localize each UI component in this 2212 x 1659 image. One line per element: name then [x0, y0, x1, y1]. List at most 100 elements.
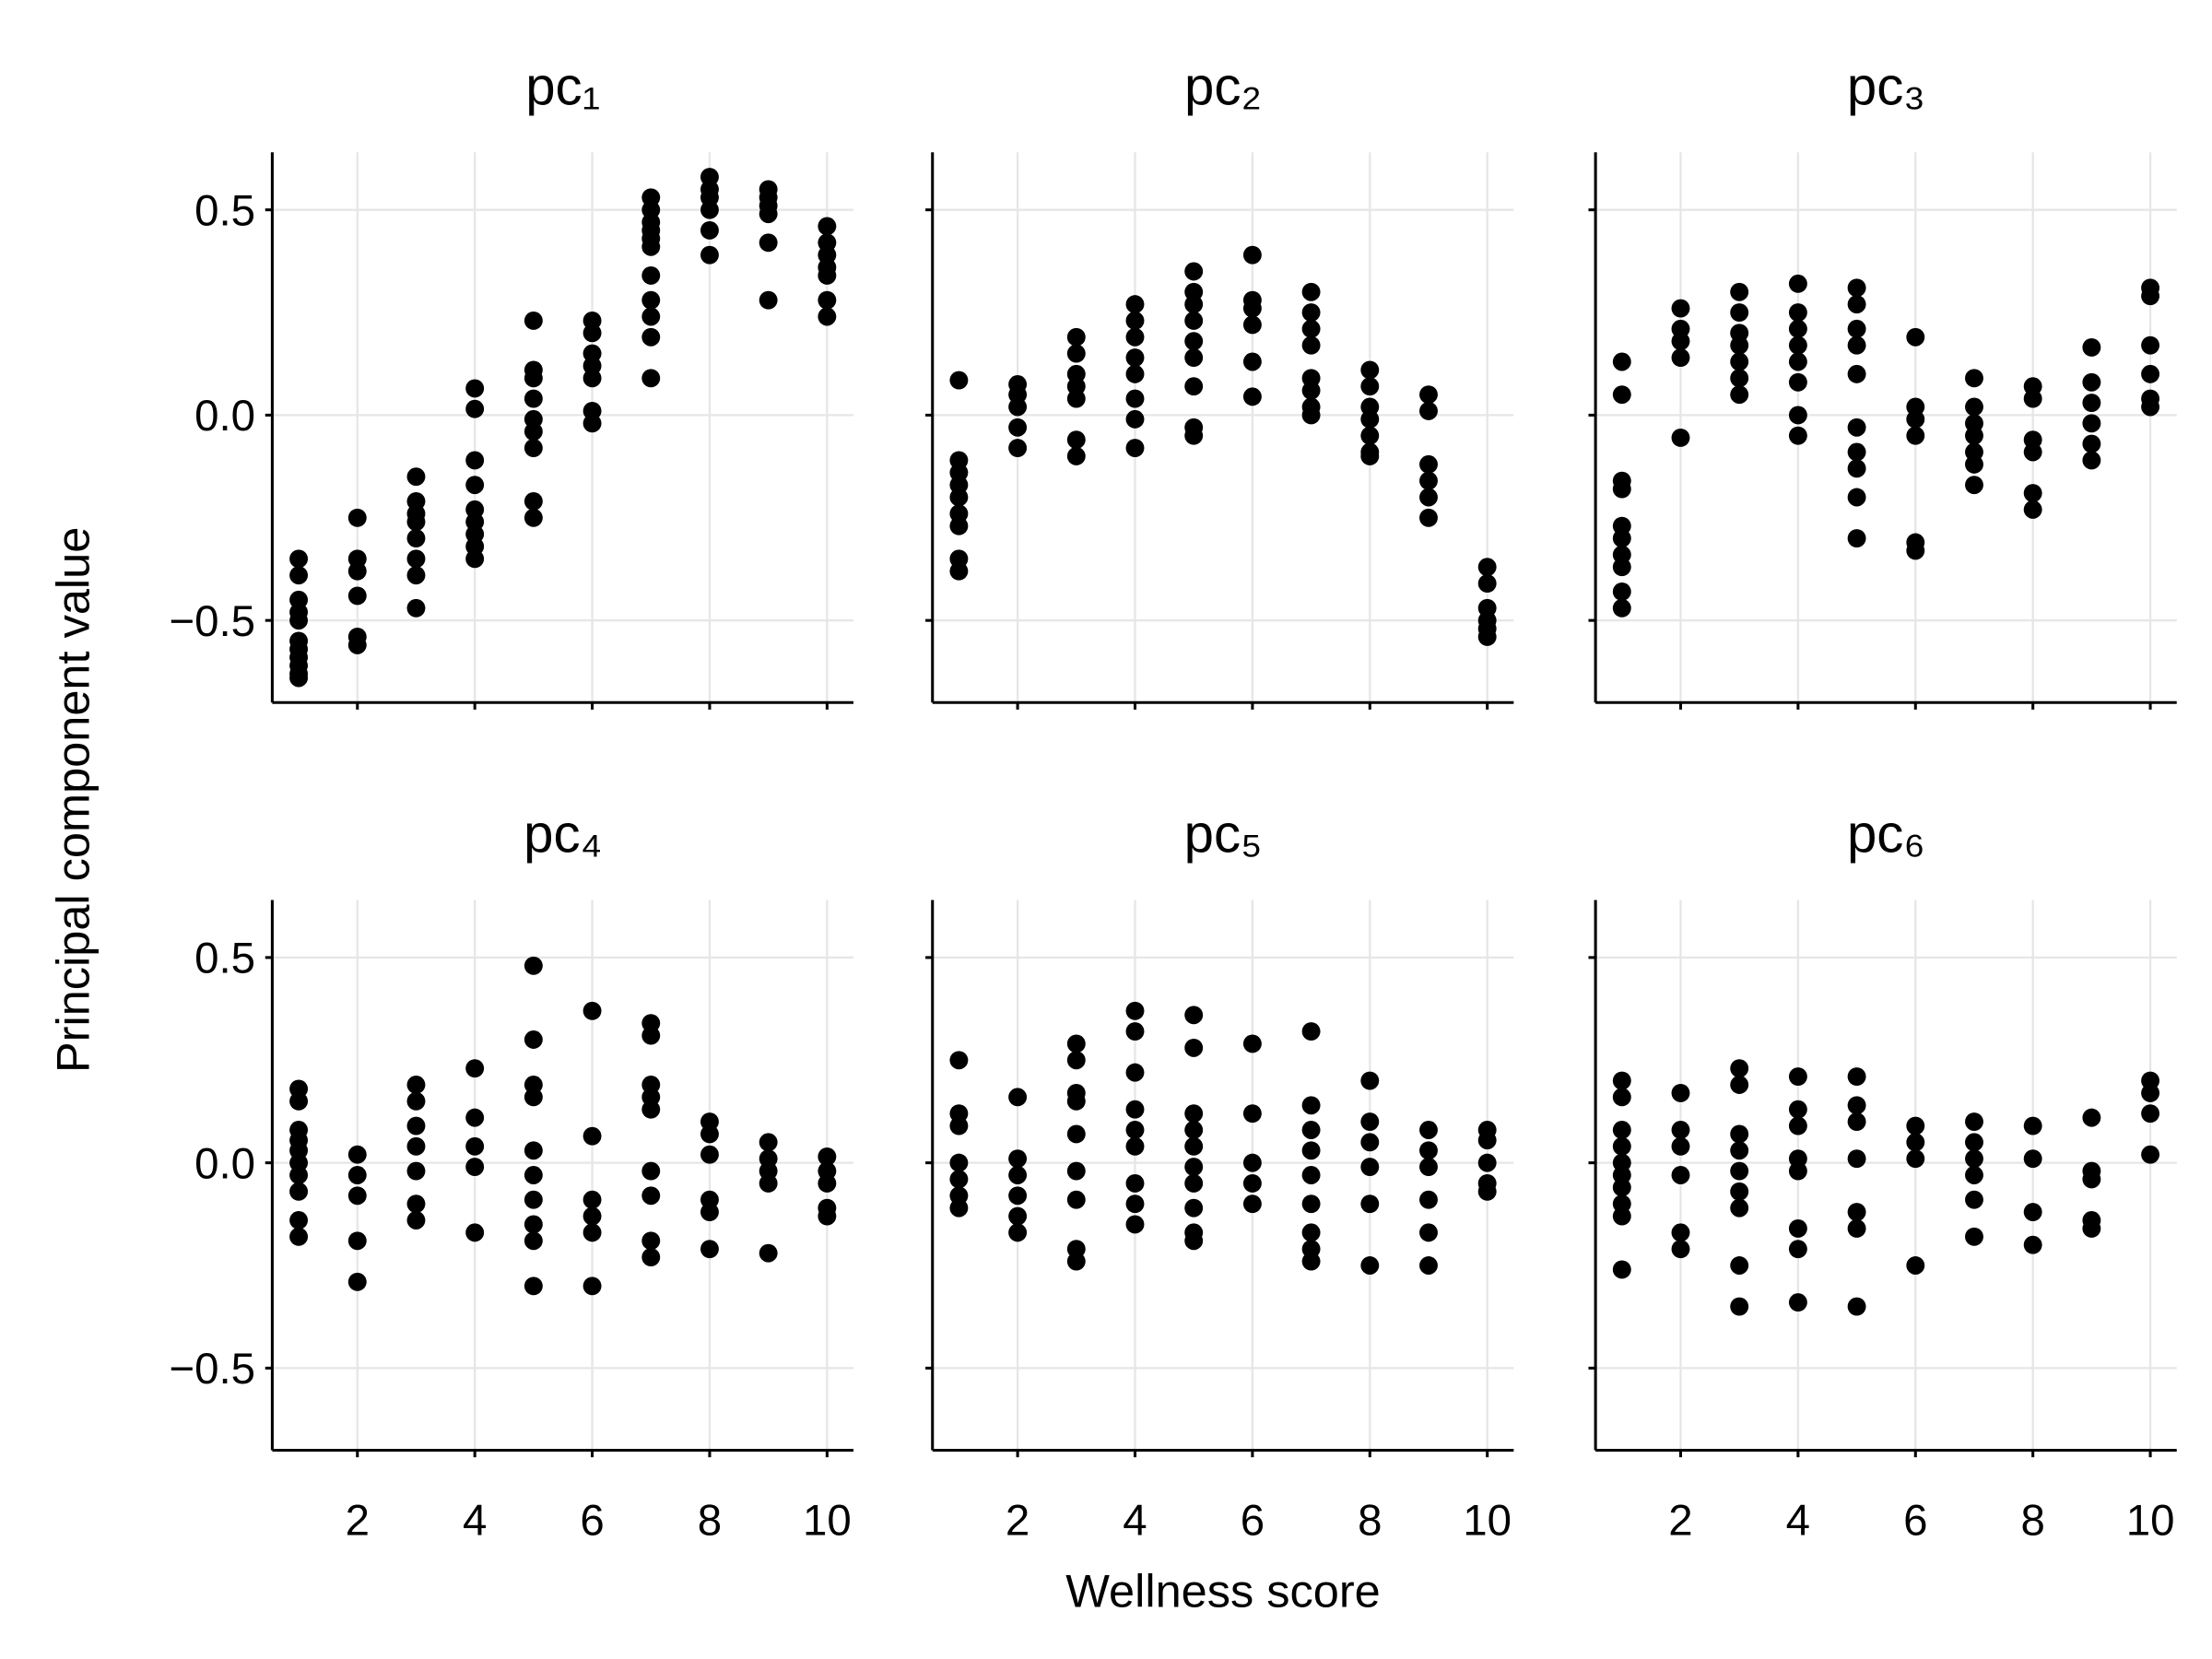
data-point — [1360, 360, 1380, 380]
data-point — [2023, 389, 2042, 408]
data-point — [465, 379, 485, 398]
data-point — [1730, 352, 1749, 371]
data-point — [1847, 488, 1866, 507]
data-point — [1125, 439, 1145, 457]
data-point — [1906, 1133, 1925, 1152]
data-point — [1612, 479, 1631, 499]
panel-title: pc₃ — [1847, 56, 1925, 116]
data-point — [1419, 1141, 1438, 1160]
data-point — [1125, 409, 1145, 429]
data-point — [1847, 1096, 1866, 1115]
data-point — [700, 245, 719, 265]
data-point — [1242, 352, 1262, 371]
data-point — [1125, 1100, 1145, 1119]
data-point — [1965, 426, 1983, 445]
data-point — [641, 237, 661, 256]
data-point — [1612, 1206, 1631, 1226]
data-point — [1184, 377, 1204, 396]
data-point — [2141, 364, 2160, 383]
data-point — [1301, 381, 1321, 400]
data-point — [1066, 430, 1086, 450]
data-point — [1008, 1088, 1028, 1107]
data-point — [1965, 476, 1983, 495]
data-point — [1125, 312, 1145, 330]
data-point — [1730, 1076, 1749, 1094]
data-point — [1788, 1067, 1807, 1087]
data-point — [524, 1215, 543, 1234]
data-point — [406, 1136, 426, 1156]
data-point — [1066, 447, 1086, 465]
data-point — [1184, 1198, 1204, 1218]
panel-title: pc₁ — [525, 56, 600, 116]
data-point — [347, 1272, 367, 1291]
data-point — [1477, 1131, 1497, 1150]
data-point — [1419, 1190, 1438, 1209]
data-point — [700, 1145, 719, 1164]
data-point — [2141, 1083, 2160, 1102]
data-point — [1847, 364, 1866, 383]
data-point — [406, 1161, 426, 1181]
data-point — [1066, 1124, 1086, 1144]
data-point — [1125, 389, 1145, 408]
data-point — [465, 1136, 485, 1156]
data-point — [1730, 1124, 1749, 1144]
data-point — [1184, 1158, 1204, 1177]
data-point — [818, 1147, 837, 1166]
data-point — [1242, 315, 1262, 335]
data-point — [1184, 426, 1204, 445]
data-point — [524, 422, 543, 441]
data-point — [1612, 1071, 1631, 1090]
data-point — [1125, 1136, 1145, 1156]
data-point — [1730, 1297, 1749, 1316]
data-point — [1906, 1116, 1925, 1135]
data-point — [1788, 352, 1807, 371]
data-point — [1125, 1194, 1145, 1214]
data-point — [1419, 385, 1438, 405]
data-point — [2082, 337, 2101, 357]
data-point — [759, 205, 778, 224]
data-point — [347, 561, 367, 581]
data-point — [1671, 1136, 1690, 1156]
data-point — [1184, 1136, 1204, 1156]
data-point — [949, 516, 969, 535]
data-point — [289, 1182, 309, 1201]
data-point — [347, 635, 367, 654]
x-axis-label: Wellness score — [1065, 1564, 1380, 1617]
data-point — [1125, 1121, 1145, 1139]
data-point — [2082, 1108, 2101, 1127]
data-point — [524, 1088, 543, 1107]
data-point — [949, 1170, 969, 1189]
data-point — [2023, 442, 2042, 462]
data-point — [641, 1100, 661, 1119]
data-point — [1730, 369, 1749, 388]
data-point — [1184, 332, 1204, 351]
data-point — [1125, 327, 1145, 347]
x-tick-label: 2 — [346, 1496, 370, 1545]
data-point — [1301, 1141, 1321, 1160]
data-point — [1477, 1182, 1497, 1201]
data-point — [1671, 332, 1690, 351]
data-point — [2082, 1218, 2101, 1238]
data-point — [1301, 303, 1321, 322]
data-point — [406, 1091, 426, 1111]
data-point — [524, 369, 543, 388]
data-point — [289, 566, 309, 585]
data-point — [1184, 1173, 1204, 1193]
data-point — [1906, 409, 1925, 429]
data-point — [1788, 1240, 1807, 1259]
data-point — [1847, 459, 1866, 478]
data-point — [582, 324, 602, 343]
data-point — [1612, 385, 1631, 405]
data-point — [1125, 364, 1145, 383]
data-point — [818, 266, 837, 285]
data-point — [1419, 1223, 1438, 1242]
data-point — [1965, 1112, 1983, 1132]
data-point — [1242, 1173, 1262, 1193]
data-point — [1301, 1022, 1321, 1041]
data-point — [1066, 1034, 1086, 1053]
data-point — [759, 1133, 778, 1152]
data-point — [759, 1243, 778, 1263]
data-point — [1671, 348, 1690, 367]
data-point — [406, 1211, 426, 1230]
x-tick-label: 10 — [2126, 1496, 2175, 1545]
